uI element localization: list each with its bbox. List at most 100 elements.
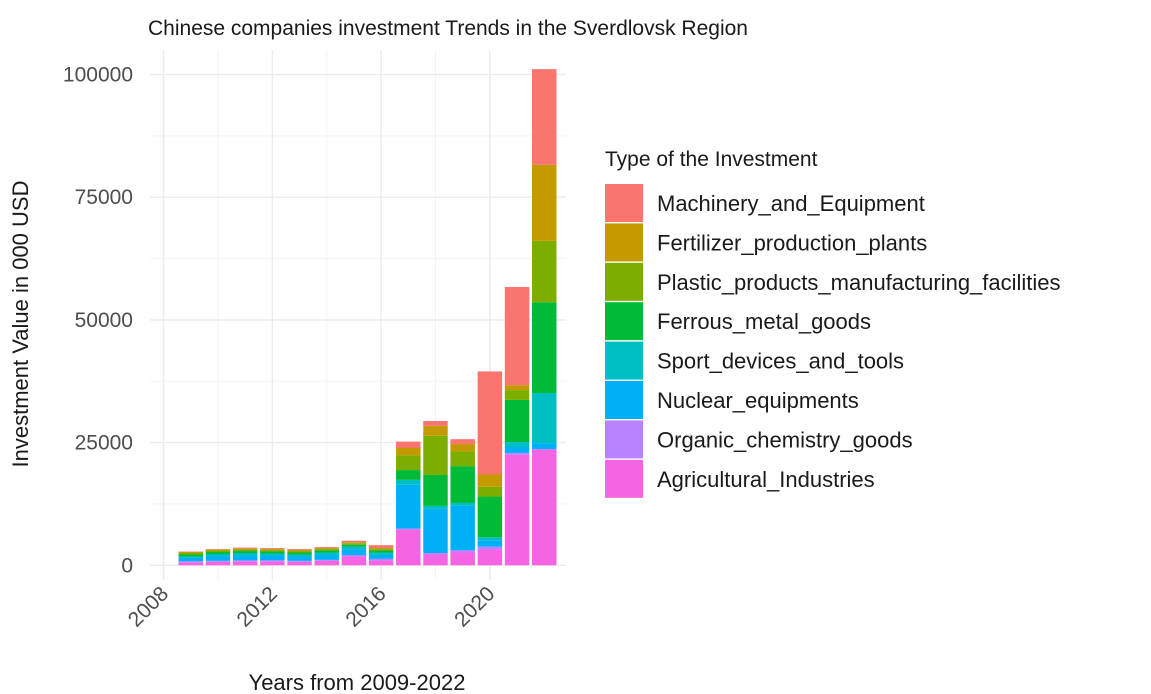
legend-label: Plastic_products_manufacturing_facilitie… — [657, 270, 1061, 295]
bar-segment — [396, 470, 421, 480]
x-tick-label: 2020 — [450, 582, 499, 631]
bar-segment — [477, 546, 503, 550]
bar-segment — [450, 505, 475, 551]
bar-segment — [314, 547, 339, 549]
bar-segment — [260, 548, 285, 550]
bar-segment — [504, 399, 530, 443]
bar-segment — [532, 448, 557, 450]
bar-segment — [368, 558, 394, 561]
y-tick-label: 100000 — [63, 64, 133, 87]
legend: Type of the Investment Machinery_and_Equ… — [605, 148, 1061, 498]
bar-segment — [396, 447, 421, 456]
bar-segment — [450, 444, 475, 452]
x-tick-label: 2008 — [124, 582, 173, 631]
bar-segment — [423, 553, 448, 555]
bar-segment — [423, 425, 448, 436]
y-tick-label: 25000 — [75, 432, 133, 455]
bar-segment — [178, 554, 204, 557]
y-axis-title: Investment Value in 000 USD — [8, 181, 33, 468]
bar-segment — [178, 552, 204, 554]
bar-segment — [260, 551, 285, 554]
bar-segment — [477, 371, 503, 475]
bar-segment — [450, 451, 475, 467]
bar-segment — [178, 562, 204, 566]
bar-segment — [532, 302, 557, 394]
bar-segment — [450, 502, 475, 506]
bar-segment — [260, 553, 285, 556]
bar-segment — [504, 454, 530, 566]
bar-segment — [341, 543, 367, 545]
legend-swatch — [605, 459, 643, 498]
bar-segment — [232, 553, 258, 556]
y-tick-label: 50000 — [75, 309, 133, 332]
bar-segment — [341, 549, 367, 555]
bar-segment — [205, 549, 231, 551]
bar-segment — [532, 240, 557, 303]
bar-segment — [287, 550, 312, 552]
legend-label: Ferrous_metal_goods — [657, 309, 871, 334]
bar-segment — [504, 447, 530, 453]
bar-segment — [341, 544, 367, 547]
bar-segment — [450, 550, 475, 553]
bar-segment — [341, 556, 367, 566]
bar-segment — [260, 549, 285, 551]
bar-segment — [314, 549, 339, 551]
bar-segment — [396, 484, 421, 529]
bar-segment — [504, 390, 530, 400]
bars — [178, 69, 557, 566]
bar-segment — [287, 561, 312, 566]
bar-segment — [532, 393, 557, 444]
bar-segment — [314, 554, 339, 560]
legend-title: Type of the Investment — [605, 148, 818, 171]
bar-segment — [477, 474, 503, 487]
bar-segment — [504, 452, 530, 455]
bar-segment — [368, 554, 394, 559]
bar-segment — [232, 548, 258, 550]
bar-segment — [396, 529, 421, 566]
bar-segment — [532, 449, 557, 566]
bar-segment — [232, 560, 258, 562]
grid — [150, 50, 566, 580]
bar-segment — [178, 561, 204, 563]
legend-label: Agricultural_Industries — [657, 467, 875, 492]
legend-swatch — [605, 420, 643, 459]
bar-segment — [368, 548, 394, 550]
bar-segment — [232, 547, 258, 549]
bar-segment — [477, 486, 503, 497]
legend-items: Machinery_and_Equipment Fertilizer_produc… — [605, 184, 1061, 498]
x-axis-title: Years from 2009-2022 — [249, 670, 466, 694]
bar-segment — [423, 508, 448, 554]
bar-segment — [477, 549, 503, 566]
bar-segment — [396, 479, 421, 485]
bar-segment — [532, 69, 557, 165]
bar-segment — [341, 542, 367, 544]
bar-segment — [205, 560, 231, 562]
bar-segment — [232, 551, 258, 554]
bar-segment — [368, 550, 394, 553]
bar-segment — [504, 287, 530, 386]
bar-segment — [287, 549, 312, 551]
bar-segment — [205, 552, 231, 554]
bar-segment — [423, 474, 448, 506]
bar-segment — [341, 546, 367, 550]
bar-segment — [423, 421, 448, 426]
bar-segment — [260, 550, 285, 552]
bar-segment — [287, 551, 312, 553]
bar-segment — [232, 555, 258, 561]
bar-segment — [314, 552, 339, 555]
bar-segment — [396, 455, 421, 471]
bar-segment — [368, 560, 394, 566]
bar-segment — [396, 441, 421, 448]
bar-segment — [450, 466, 475, 503]
bar-segment — [368, 545, 394, 549]
legend-label: Sport_devices_and_tools — [657, 349, 904, 374]
bar-segment — [314, 550, 339, 553]
legend-label: Nuclear_equipments — [657, 388, 859, 413]
bar-segment — [423, 435, 448, 475]
bar-segment — [314, 548, 339, 550]
bar-segment — [532, 443, 557, 449]
x-tick-label: 2012 — [233, 582, 282, 631]
legend-swatch — [605, 262, 643, 301]
bar-segment — [477, 537, 503, 541]
